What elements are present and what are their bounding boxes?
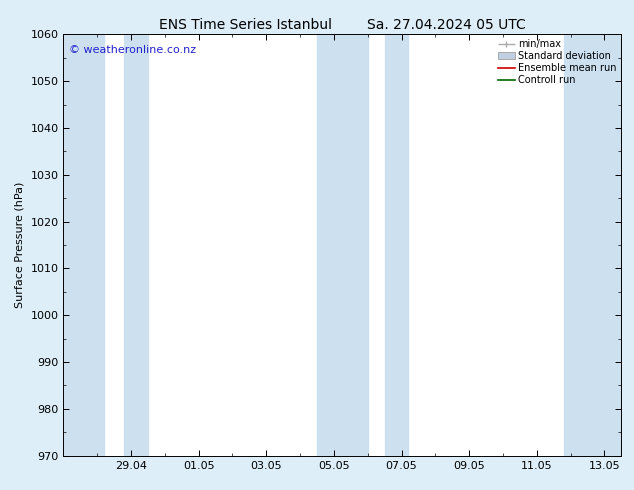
Bar — [385, 34, 408, 456]
Bar — [124, 34, 148, 456]
Legend: min/max, Standard deviation, Ensemble mean run, Controll run: min/max, Standard deviation, Ensemble me… — [496, 37, 618, 87]
Text: © weatheronline.co.nz: © weatheronline.co.nz — [69, 45, 196, 55]
Title: ENS Time Series Istanbul        Sa. 27.04.2024 05 UTC: ENS Time Series Istanbul Sa. 27.04.2024 … — [159, 18, 526, 32]
Bar — [63, 34, 104, 456]
Bar — [317, 34, 368, 456]
Bar — [564, 34, 621, 456]
Y-axis label: Surface Pressure (hPa): Surface Pressure (hPa) — [15, 182, 25, 308]
